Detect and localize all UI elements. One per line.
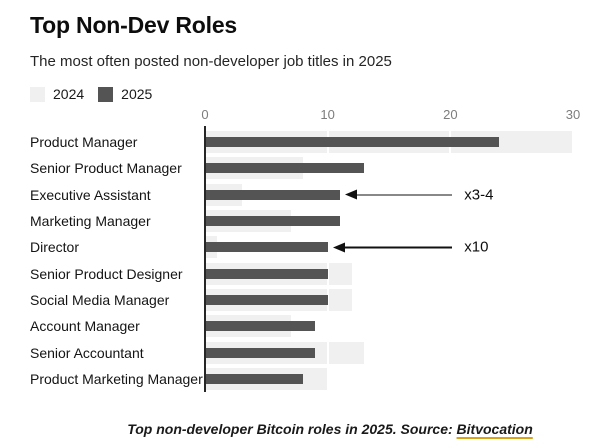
chart-row: Executive Assistant	[30, 182, 573, 208]
x-tick-label: 20	[443, 107, 458, 122]
bar-2025	[205, 189, 340, 200]
chart-row: Product Marketing Manager	[30, 366, 573, 392]
legend-item-2025: 2025	[98, 86, 152, 102]
category-label: Executive Assistant	[30, 186, 151, 203]
row-bars	[205, 313, 573, 339]
bar-2025	[205, 216, 340, 227]
bar-2025	[205, 163, 365, 174]
chart-title: Top Non-Dev Roles	[30, 12, 238, 38]
source-link[interactable]: Bitvocation	[456, 421, 533, 437]
x-tick-label: 10	[320, 107, 335, 122]
row-bars	[205, 260, 573, 286]
row-bars	[205, 129, 573, 155]
bar-2025	[205, 268, 328, 279]
category-label: Marketing Manager	[30, 213, 151, 230]
x-axis-ticks: 0 10 20 30	[201, 107, 580, 125]
chart-row: Social Media Manager	[30, 287, 573, 313]
chart-row: Senior Product Designer	[30, 260, 573, 286]
row-bars	[205, 155, 573, 181]
legend-label-2025: 2025	[121, 86, 153, 102]
category-label: Senior Accountant	[30, 344, 144, 361]
legend-swatch-2024-icon	[30, 86, 45, 102]
category-label: Product Manager	[30, 134, 138, 151]
chart-row: Senior Accountant	[30, 339, 573, 365]
bar-2025	[205, 373, 304, 384]
bar-chart: Product Manager Senior Product Manager E…	[30, 126, 574, 392]
row-bars	[205, 366, 573, 392]
chart-rows: Product Manager Senior Product Manager E…	[30, 129, 573, 392]
chart-row: Marketing Manager	[30, 208, 573, 234]
category-label: Account Manager	[30, 318, 140, 335]
bar-2025	[205, 242, 328, 253]
bar-2025	[205, 321, 316, 332]
legend-label-2024: 2024	[53, 86, 85, 102]
legend-item-2024: 2024	[30, 86, 84, 102]
chart-row: Director	[30, 234, 573, 260]
bar-2025	[205, 137, 500, 148]
chart-row: Senior Product Manager	[30, 155, 573, 181]
row-bars	[205, 339, 573, 365]
category-label: Director	[30, 239, 80, 256]
legend-swatch-2025-icon	[98, 86, 114, 102]
x-tick-label: 0	[201, 107, 209, 122]
bar-2025	[205, 347, 316, 358]
category-label: Senior Product Designer	[30, 265, 183, 282]
category-label: Product Marketing Manager	[30, 370, 203, 387]
category-label: Senior Product Manager	[30, 160, 182, 177]
caption-text: Top non-developer Bitcoin roles in 2025.…	[127, 421, 457, 437]
category-label: Social Media Manager	[30, 291, 170, 308]
bar-2025	[205, 294, 328, 305]
caption: Top non-developer Bitcoin roles in 2025.…	[0, 421, 600, 437]
row-bars	[205, 234, 573, 260]
legend: 2024 2025	[30, 86, 152, 102]
x-tick-label: 30	[565, 107, 581, 122]
row-bars	[205, 287, 573, 313]
chart-subtitle: The most often posted non-developer job …	[30, 53, 392, 70]
chart-row: Product Manager	[30, 129, 573, 155]
chart-row: Account Manager	[30, 313, 573, 339]
row-bars	[205, 182, 573, 208]
row-bars	[205, 208, 573, 234]
y-axis-line	[204, 126, 206, 392]
